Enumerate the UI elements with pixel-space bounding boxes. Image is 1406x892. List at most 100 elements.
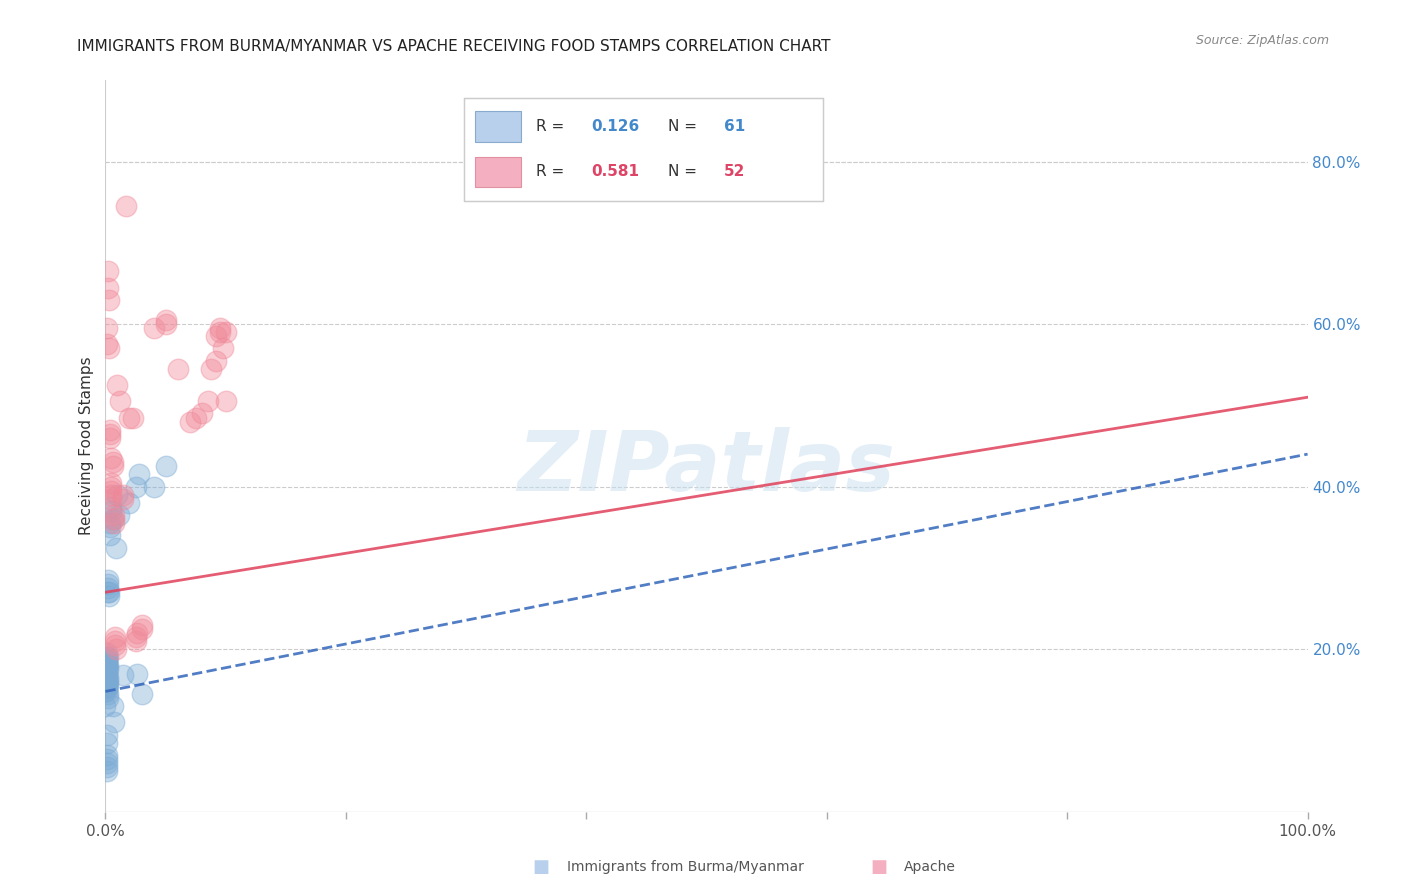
- Point: [125, 666, 148, 681]
- Point: [97, 581, 120, 595]
- Point: [105, 642, 128, 657]
- Point: [96, 666, 118, 681]
- Point: [96, 337, 118, 351]
- Point: [142, 480, 165, 494]
- Point: [97, 663, 120, 677]
- Text: 0.581: 0.581: [592, 164, 640, 179]
- Point: [96, 668, 118, 682]
- Point: [96, 673, 118, 687]
- Point: [197, 394, 219, 409]
- Point: [200, 361, 222, 376]
- Point: [98, 426, 121, 441]
- Point: [96, 654, 118, 668]
- Point: [100, 504, 122, 518]
- Point: [205, 353, 228, 368]
- Point: [122, 410, 145, 425]
- Point: [96, 736, 118, 750]
- Point: [131, 617, 153, 632]
- Point: [208, 325, 231, 339]
- Point: [128, 467, 150, 482]
- Text: Source: ZipAtlas.com: Source: ZipAtlas.com: [1195, 34, 1329, 47]
- Point: [97, 679, 120, 693]
- Text: ZIPatlas: ZIPatlas: [517, 427, 896, 508]
- Point: [100, 480, 122, 494]
- Point: [96, 681, 118, 696]
- Text: Apache: Apache: [904, 860, 956, 874]
- Point: [118, 496, 141, 510]
- Point: [98, 293, 121, 307]
- Point: [179, 415, 201, 429]
- Point: [155, 459, 177, 474]
- Point: [103, 508, 125, 522]
- Point: [155, 313, 177, 327]
- Point: [96, 674, 118, 689]
- Point: [98, 423, 121, 437]
- Point: [97, 674, 120, 689]
- Point: [98, 431, 121, 445]
- Text: 61: 61: [724, 120, 745, 135]
- Point: [105, 541, 128, 555]
- Text: ■: ■: [870, 858, 887, 876]
- Text: N =: N =: [668, 120, 702, 135]
- Text: 52: 52: [724, 164, 745, 179]
- Point: [96, 665, 118, 679]
- Point: [96, 658, 118, 673]
- Text: ■: ■: [533, 858, 550, 876]
- Point: [103, 512, 125, 526]
- Text: IMMIGRANTS FROM BURMA/MYANMAR VS APACHE RECEIVING FOOD STAMPS CORRELATION CHART: IMMIGRANTS FROM BURMA/MYANMAR VS APACHE …: [77, 39, 831, 54]
- Point: [100, 491, 122, 506]
- Point: [100, 451, 122, 466]
- Point: [96, 764, 118, 778]
- Point: [97, 280, 120, 294]
- Point: [118, 410, 141, 425]
- Point: [96, 756, 118, 770]
- Point: [97, 573, 120, 587]
- Point: [96, 747, 118, 762]
- Point: [98, 342, 121, 356]
- Point: [97, 687, 120, 701]
- Point: [101, 455, 124, 469]
- Point: [190, 407, 212, 421]
- Point: [97, 658, 120, 673]
- Text: R =: R =: [536, 120, 569, 135]
- Point: [97, 690, 120, 705]
- Point: [142, 321, 165, 335]
- Point: [131, 687, 153, 701]
- Point: [96, 684, 118, 698]
- Point: [108, 394, 131, 409]
- Point: [100, 488, 122, 502]
- Point: [166, 361, 188, 376]
- Point: [96, 760, 118, 774]
- Point: [101, 512, 124, 526]
- Point: [97, 671, 120, 685]
- FancyBboxPatch shape: [475, 157, 522, 187]
- Point: [107, 508, 129, 522]
- Point: [214, 325, 236, 339]
- Point: [208, 321, 231, 335]
- Point: [104, 630, 127, 644]
- Point: [94, 699, 117, 714]
- Point: [101, 699, 124, 714]
- Point: [112, 488, 135, 502]
- Point: [98, 520, 121, 534]
- Point: [155, 317, 177, 331]
- Point: [98, 516, 121, 531]
- Point: [107, 488, 129, 502]
- Point: [100, 500, 122, 514]
- Point: [100, 475, 122, 490]
- Point: [115, 199, 138, 213]
- Point: [96, 679, 118, 693]
- Point: [101, 459, 124, 474]
- Point: [96, 646, 118, 660]
- Point: [212, 342, 235, 356]
- Point: [214, 394, 236, 409]
- Point: [184, 410, 207, 425]
- Point: [98, 528, 121, 542]
- Point: [124, 634, 146, 648]
- Text: N =: N =: [668, 164, 702, 179]
- Point: [96, 650, 118, 665]
- Point: [96, 727, 118, 741]
- Point: [104, 634, 127, 648]
- Point: [96, 671, 118, 685]
- Point: [103, 516, 125, 531]
